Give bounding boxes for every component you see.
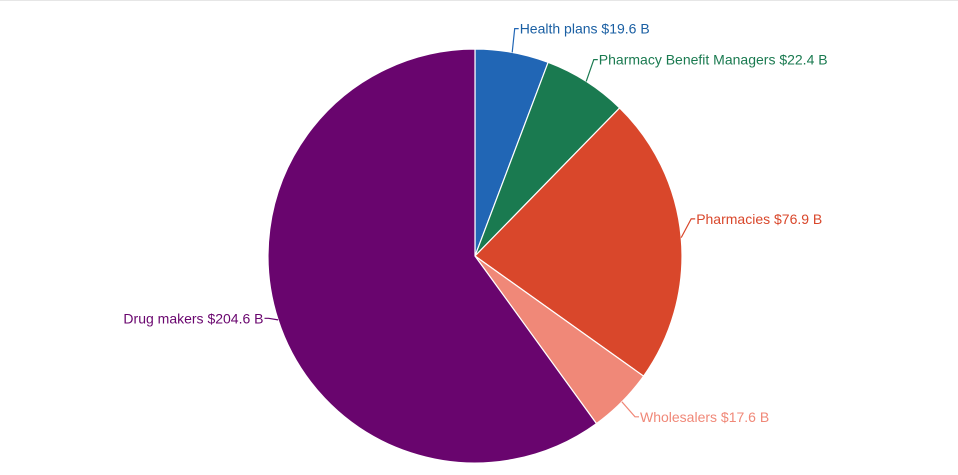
leader-line-drug-makers bbox=[264, 317, 279, 321]
slice-label-health-plans: Health plans $19.6 B bbox=[520, 21, 650, 37]
leader-line-pharmacy-benefit-managers bbox=[585, 58, 598, 82]
leader-line-pharmacies bbox=[680, 218, 696, 238]
slice-label-drug-makers: Drug makers $204.6 B bbox=[123, 310, 263, 326]
label-leader-lines bbox=[264, 28, 696, 418]
pie-slice-pharmacies[interactable] bbox=[474, 107, 683, 378]
slice-label-pharmacies: Pharmacies $76.9 B bbox=[696, 211, 822, 227]
pie-slices bbox=[267, 48, 683, 464]
slice-label-pharmacy-benefit-managers: Pharmacy Benefit Managers $22.4 B bbox=[599, 52, 828, 68]
slice-label-wholesalers: Wholesalers $17.6 B bbox=[640, 409, 769, 425]
leader-line-health-plans bbox=[511, 28, 519, 53]
slice-labels: Health plans $19.6 B Pharmacy Benefit Man… bbox=[123, 21, 827, 425]
leader-line-wholesalers bbox=[621, 401, 639, 418]
